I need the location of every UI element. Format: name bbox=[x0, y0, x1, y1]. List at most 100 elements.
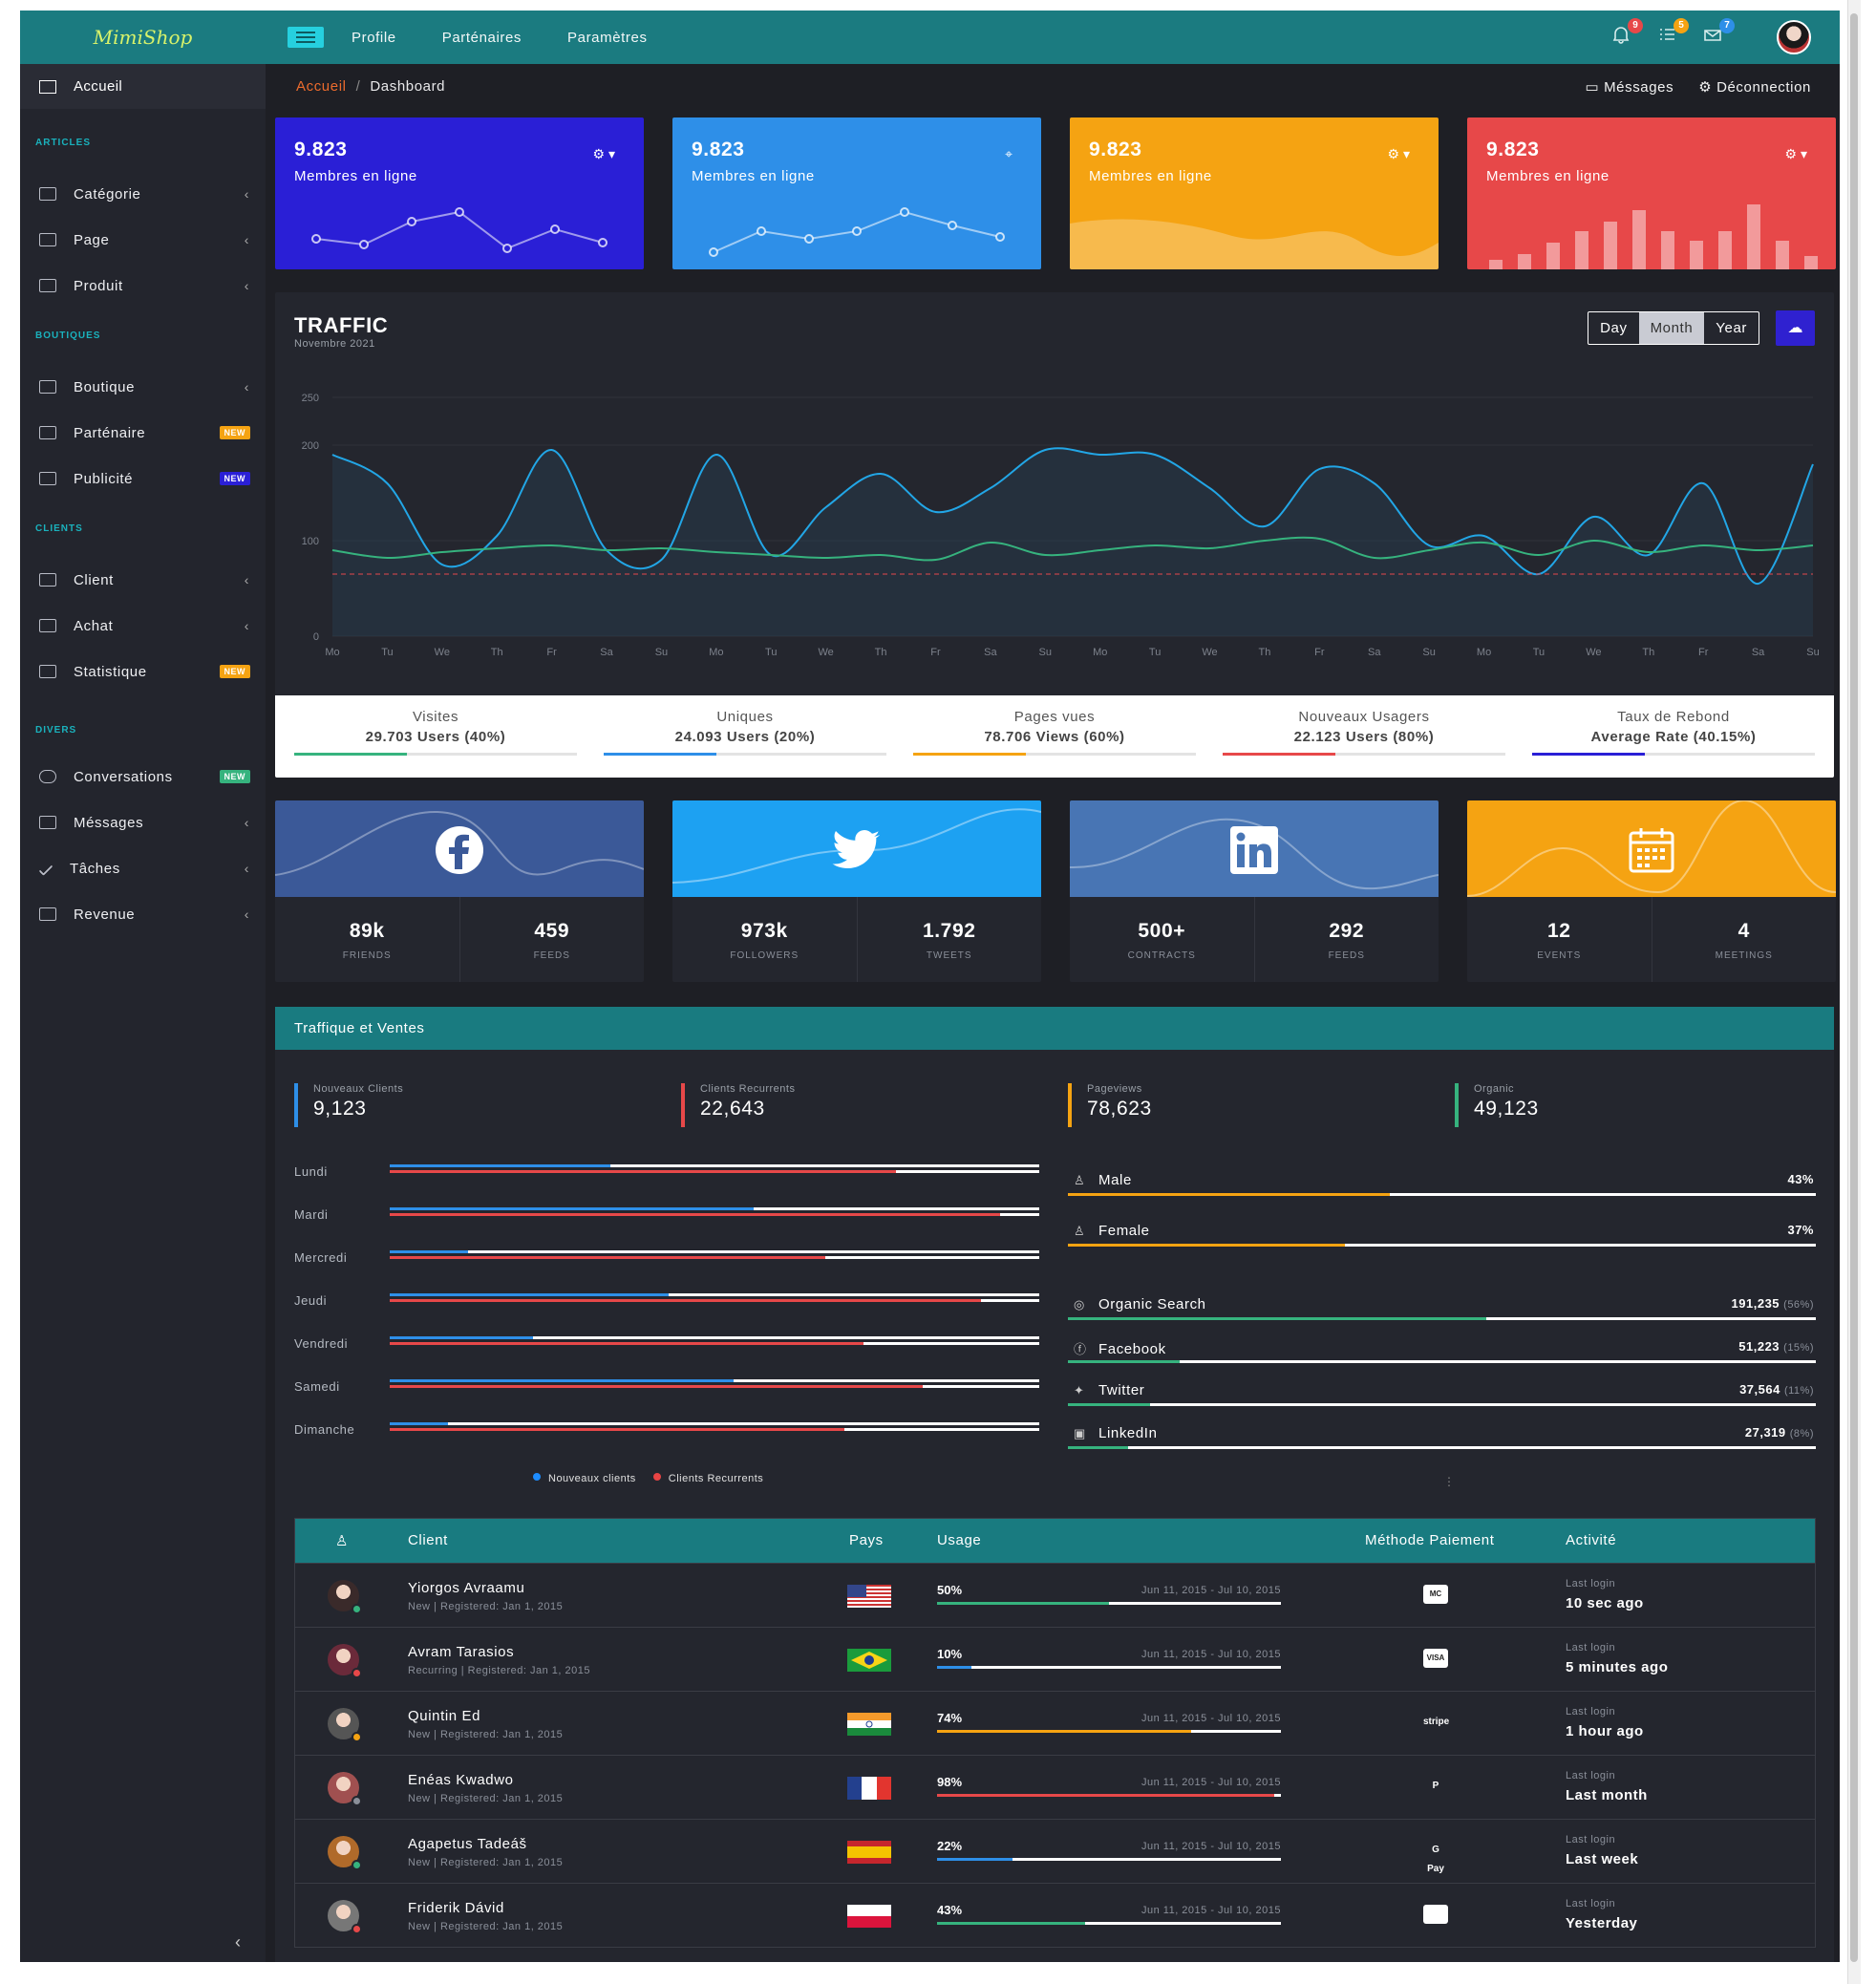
social-stat: 500+ CONTRACTS bbox=[1070, 897, 1254, 982]
logout-label: Déconnection bbox=[1716, 78, 1811, 96]
recurring-clients-bar bbox=[390, 1428, 1039, 1431]
nav-partners[interactable]: Parténaires bbox=[441, 29, 522, 46]
stat-label: Membres en ligne bbox=[294, 168, 417, 184]
sidebar-item-label: Parténaire bbox=[74, 424, 146, 441]
kpi-bar-fill bbox=[294, 753, 408, 756]
sidebar-item-conversations[interactable]: Conversations NEW bbox=[20, 754, 266, 800]
sidebar-item-stats[interactable]: Statistique NEW bbox=[20, 649, 266, 694]
sidebar-item-tasks[interactable]: Tâches ‹ bbox=[20, 845, 266, 891]
metric-bar-fill bbox=[1068, 1244, 1345, 1247]
list-icon[interactable]: 5 bbox=[1656, 18, 1689, 49]
kpi-bounce-rate: Taux de Rebond Average Rate (40.15%) bbox=[1532, 709, 1815, 756]
sidebar-item-messages[interactable]: Méssages ‹ bbox=[20, 800, 266, 845]
status-dot bbox=[352, 1732, 362, 1742]
sidebar-item-ads[interactable]: Publicité NEW bbox=[20, 456, 266, 501]
payment-icon bbox=[1423, 1905, 1448, 1924]
nav-profile[interactable]: Profile bbox=[352, 29, 396, 46]
more-vertical-icon[interactable]: ⋮ bbox=[1443, 1475, 1455, 1488]
new-clients-fill bbox=[390, 1164, 611, 1167]
brand-logo[interactable]: MimiShop bbox=[93, 26, 193, 49]
counter-value: 9,123 bbox=[313, 1098, 367, 1120]
facebook-icon bbox=[435, 825, 484, 875]
kpi-bar bbox=[1532, 753, 1815, 756]
sidebar-item-page[interactable]: Page ‹ bbox=[20, 217, 266, 263]
table-row[interactable]: Quintin Ed New | Registered: Jan 1, 2015 7… bbox=[295, 1691, 1815, 1755]
messages-link[interactable]: ▭ Méssages bbox=[1586, 78, 1674, 96]
breadcrumb-home[interactable]: Accueil bbox=[296, 78, 347, 95]
social-stat-label: MEETINGS bbox=[1715, 950, 1773, 961]
sidebar-item-partner[interactable]: Parténaire NEW bbox=[20, 410, 266, 456]
table-row[interactable]: Avram Tarasios Recurring | Registered: Ja… bbox=[295, 1627, 1815, 1691]
traffic-chart: 0 100 200 250 Mo Tu We Th Fr Sa Su Mo Tu We Th Fr Sa Su Mo… bbox=[302, 393, 1820, 658]
metric-value-number: 51,223 bbox=[1738, 1339, 1780, 1354]
sparkline-line bbox=[709, 207, 1005, 257]
y-tick-label: 0 bbox=[313, 631, 319, 643]
metric-share: (11%) bbox=[1783, 1385, 1814, 1397]
x-tick-label: Mo bbox=[1093, 647, 1107, 658]
chevron-left-icon: ‹ bbox=[244, 379, 249, 395]
sidebar-item-revenue[interactable]: Revenue ‹ bbox=[20, 891, 266, 937]
metric-label: ▣ LinkedIn bbox=[1074, 1425, 1158, 1441]
table-row[interactable]: Yiorgos Avraamu New | Registered: Jan 1, … bbox=[295, 1563, 1815, 1627]
kpi-title: Pages vues bbox=[1013, 709, 1096, 725]
sidebar-item-client[interactable]: Client ‹ bbox=[20, 557, 266, 603]
gear-dropdown-icon[interactable]: ⚙ ▾ bbox=[1387, 146, 1410, 161]
nav-settings[interactable]: Paramètres bbox=[567, 29, 648, 46]
column-payment[interactable]: Méthode Paiement bbox=[1365, 1532, 1495, 1548]
period-year-button[interactable]: Year bbox=[1716, 320, 1747, 336]
location-icon[interactable]: ⌖ bbox=[1005, 146, 1013, 161]
new-clients-bar bbox=[390, 1422, 1039, 1425]
table-row[interactable]: Enéas Kwadwo New | Registered: Jan 1, 201… bbox=[295, 1755, 1815, 1819]
kpi-title: Uniques bbox=[716, 709, 774, 725]
table-row[interactable]: Agapetus Tadeáš New | Registered: Jan 1, … bbox=[295, 1819, 1815, 1883]
metric-bar-fill bbox=[1068, 1360, 1181, 1363]
flag-fr-icon bbox=[847, 1777, 891, 1800]
bell-icon[interactable]: 9 bbox=[1610, 18, 1643, 49]
sidebar-item-product[interactable]: Produit ‹ bbox=[20, 263, 266, 309]
sidebar-item-purchase[interactable]: Achat ‹ bbox=[20, 603, 266, 649]
country-flag bbox=[847, 1905, 891, 1928]
menu-toggle-icon[interactable] bbox=[288, 27, 324, 48]
column-usage[interactable]: Usage bbox=[937, 1532, 982, 1548]
metric-bar-fill bbox=[1068, 1317, 1487, 1320]
sidebar-item-label: Produit bbox=[74, 277, 123, 294]
weekday-row: Samedi bbox=[294, 1379, 1039, 1398]
metric-label-text: Twitter bbox=[1098, 1382, 1145, 1398]
metric-label: ♙ Female bbox=[1074, 1223, 1150, 1239]
sidebar-item-shop[interactable]: Boutique ‹ bbox=[20, 364, 266, 410]
metric-label: ♙ Male bbox=[1074, 1172, 1132, 1188]
table-row[interactable]: Friderik Dávid New | Registered: Jan 1, 2… bbox=[295, 1883, 1815, 1947]
list-icon bbox=[39, 187, 56, 201]
mail-icon[interactable]: 7 bbox=[1702, 18, 1735, 49]
metric-bar-fill bbox=[1068, 1403, 1151, 1406]
column-client[interactable]: Client bbox=[408, 1532, 448, 1548]
period-day-button[interactable]: Day bbox=[1600, 320, 1628, 336]
sidebar-collapse-icon[interactable]: ‹ bbox=[235, 1932, 241, 1952]
recurring-clients-bar bbox=[390, 1385, 1039, 1388]
logout-link[interactable]: ⚙ Déconnection bbox=[1698, 78, 1811, 96]
social-stats: 89k FRIENDS 459 FEEDS bbox=[275, 897, 644, 982]
last-login-value: 5 minutes ago bbox=[1566, 1659, 1669, 1675]
chevron-left-icon: ‹ bbox=[244, 907, 249, 922]
user-avatar[interactable] bbox=[1777, 20, 1811, 54]
period-month-button[interactable]: Month bbox=[1638, 312, 1705, 344]
x-tick-label: We bbox=[819, 647, 834, 658]
sidebar-item-home[interactable]: Accueil bbox=[20, 64, 266, 109]
page-scrollbar-thumb[interactable] bbox=[1850, 13, 1858, 1962]
sidebar-section-misc: DIVERS bbox=[35, 725, 77, 736]
column-activity[interactable]: Activité bbox=[1566, 1532, 1617, 1548]
usage-bar-fill bbox=[937, 1794, 1274, 1797]
payment-icon: stripe bbox=[1423, 1717, 1450, 1727]
users-icon: ♙ bbox=[335, 1533, 350, 1549]
usage-percent: 22% bbox=[937, 1839, 963, 1853]
gear-dropdown-icon[interactable]: ⚙ ▾ bbox=[1784, 146, 1807, 161]
client-meta: New | Registered: Jan 1, 2015 bbox=[408, 1793, 564, 1804]
kpi-value: 22.123 Users (80%) bbox=[1293, 729, 1435, 745]
table-header: ♙ Client Pays Usage Méthode Paiement Act… bbox=[295, 1519, 1815, 1563]
sidebar-item-category[interactable]: Catégorie ‹ bbox=[20, 171, 266, 217]
new-clients-fill bbox=[390, 1293, 670, 1296]
gear-dropdown-icon[interactable]: ⚙ ▾ bbox=[592, 146, 615, 161]
weekday-row: Mercredi bbox=[294, 1250, 1039, 1269]
cloud-download-icon[interactable]: ☁ bbox=[1776, 310, 1815, 346]
column-country[interactable]: Pays bbox=[849, 1532, 884, 1548]
